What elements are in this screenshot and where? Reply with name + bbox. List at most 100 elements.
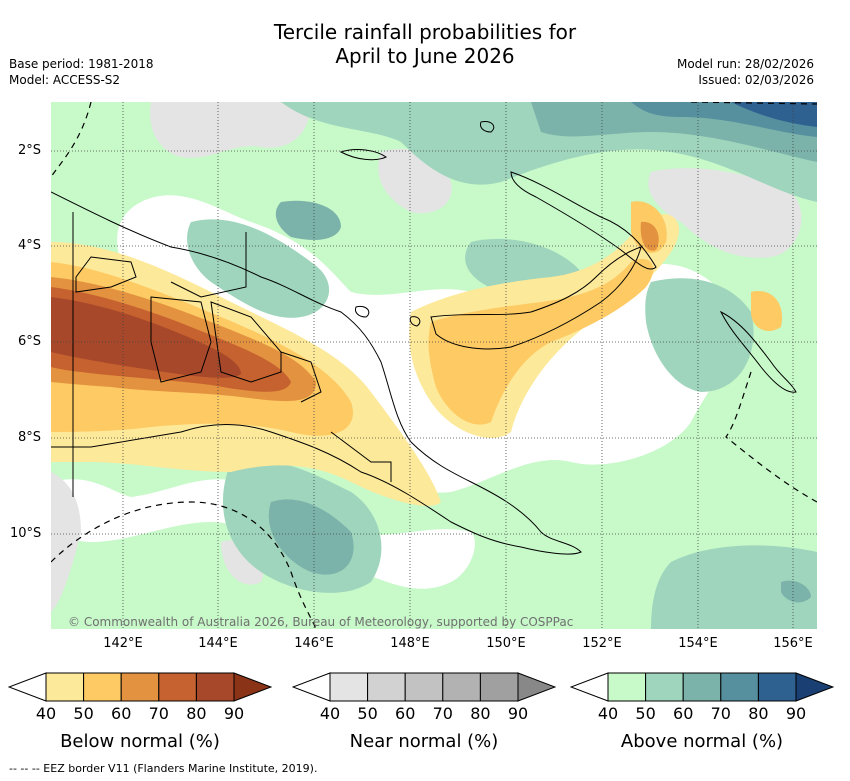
colorbar-tick: 60 [111, 704, 132, 723]
colorbar-swatch [329, 672, 369, 702]
new-britain-coast [430, 246, 642, 350]
model-name: Model: ACCESS-S2 [9, 73, 121, 87]
bougainville-coast [719, 310, 797, 393]
base-period: Base period: 1981-2018 [9, 57, 154, 71]
run-info: Model run: 28/02/2026 Issued: 02/03/2026 [677, 56, 814, 88]
colorbar-swatch [83, 672, 122, 702]
colorbar-tick: 90 [507, 704, 529, 723]
near-normal-region [648, 168, 802, 258]
probability-map: © Commonwealth of Australia 2026, Bureau… [51, 102, 817, 629]
colorbar-swatch [404, 672, 444, 702]
colorbar-swatch [367, 672, 406, 702]
colorbar-title: Above normal (%) [620, 731, 784, 752]
colorbar-tick: 80 [470, 704, 491, 723]
colorbar-title: Near normal (%) [349, 731, 499, 752]
lon-label: 148°E [390, 636, 430, 651]
colorbar-swatches [291, 672, 557, 702]
province-border [280, 351, 322, 403]
province-border [330, 431, 392, 482]
colorbar-title: Below normal (%) [60, 731, 220, 752]
eez-border [725, 371, 817, 503]
model-run: Model run: 28/02/2026 [676, 57, 814, 71]
colorbar-tick: 90 [223, 704, 245, 723]
below-normal-region [751, 291, 782, 332]
island-coast [355, 305, 370, 318]
near-normal-region [150, 102, 311, 158]
lon-label: 156°E [773, 636, 813, 651]
province-border [210, 301, 282, 383]
colorbar-swatches [569, 672, 835, 702]
colorbar-extend-high [795, 672, 835, 702]
near-normal-colorbar: 40 50 60 70 80 90 Near normal (%) [291, 671, 557, 752]
colorbar-swatch [607, 672, 647, 702]
colorbar-extend-low [569, 672, 609, 702]
colorbar-swatch [120, 672, 160, 702]
colorbar-tick: 40 [319, 704, 341, 723]
colorbar-tick: 50 [73, 704, 94, 723]
colorbar-tick: 90 [785, 704, 807, 723]
above-normal-colorbar: 40 50 60 70 80 90 Above normal (%) [569, 671, 835, 752]
lon-label: 150°E [486, 636, 526, 651]
colorbar-swatch [195, 672, 235, 702]
near-normal-region [51, 472, 81, 612]
manus-coast [339, 149, 387, 161]
lon-label: 144°E [198, 636, 238, 651]
map-title: Tercile rainfall probabilities for April… [0, 20, 850, 68]
colorbar-swatch [158, 672, 197, 702]
lat-label: 6°S [18, 334, 42, 349]
eez-legend: -- -- -- EEZ border V11 (Flanders Marine… [9, 762, 318, 775]
above-normal-region [731, 102, 817, 127]
above-normal-region [268, 499, 354, 575]
colorbar-tick: 40 [35, 704, 57, 723]
colorbar-swatch [645, 672, 684, 702]
colorbar-tick: 80 [186, 704, 207, 723]
colorbar-swatch [45, 672, 85, 702]
title-line-2: April to June 2026 [335, 44, 515, 68]
above-normal-region [187, 219, 330, 318]
below-normal-region [640, 221, 659, 251]
colorbar-swatch [757, 672, 797, 702]
province-border [170, 232, 247, 298]
lat-label: 4°S [18, 238, 42, 253]
colorbar-swatch [720, 672, 759, 702]
lat-label: 10°S [10, 526, 42, 541]
colorbar-tick: 50 [635, 704, 656, 723]
lon-label: 142°E [103, 636, 143, 651]
model-info: Base period: 1981-2018 Model: ACCESS-S2 [9, 56, 154, 88]
above-normal-region [645, 278, 754, 392]
island-coast [480, 121, 495, 133]
eez-border [51, 501, 317, 629]
colorbar-extend-high [517, 672, 557, 702]
issued-date: Issued: 02/03/2026 [698, 73, 814, 87]
above-normal-region [275, 200, 341, 240]
lat-label: 2°S [18, 143, 42, 158]
colorbar-swatches [7, 672, 273, 702]
below-normal-colorbar: 40 50 60 70 80 90 Below normal (%) [7, 671, 273, 752]
colorbar-tick: 70 [710, 704, 731, 723]
lon-label: 154°E [678, 636, 718, 651]
colorbar-tick: 70 [432, 704, 453, 723]
province-border [75, 256, 137, 293]
coastline [51, 191, 582, 555]
colorbar-tick: 60 [395, 704, 416, 723]
colorbar-extend-high [233, 672, 273, 702]
colorbar-tick: 80 [748, 704, 769, 723]
lon-label: 146°E [294, 636, 334, 651]
lat-label: 8°S [18, 430, 42, 445]
new-ireland-coast [510, 171, 657, 270]
eez-border [51, 102, 92, 178]
colorbar-swatch [442, 672, 481, 702]
colorbar-tick: 40 [597, 704, 619, 723]
title-line-1: Tercile rainfall probabilities for [273, 20, 577, 44]
colorbar-extend-low [7, 672, 47, 702]
colorbar-extend-low [291, 672, 331, 702]
colorbar-tick: 60 [673, 704, 694, 723]
colorbar-swatch [479, 672, 519, 702]
below-normal-region [51, 297, 241, 378]
copyright-notice: © Commonwealth of Australia 2026, Bureau… [68, 615, 573, 629]
colorbar-tick: 70 [148, 704, 169, 723]
above-normal-region [651, 545, 817, 629]
colorbar-tick: 50 [357, 704, 378, 723]
above-normal-region [781, 580, 811, 603]
colorbar-swatch [682, 672, 722, 702]
